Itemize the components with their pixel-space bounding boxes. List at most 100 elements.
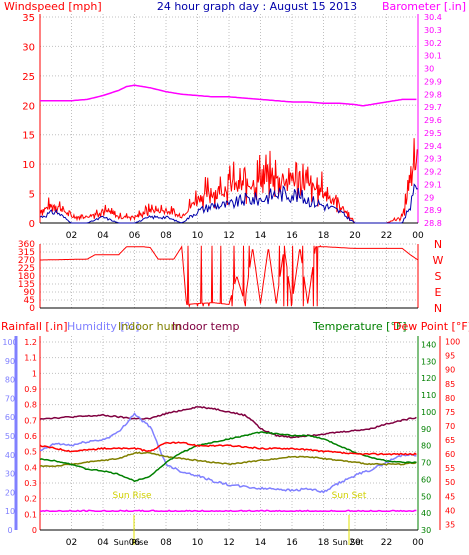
windspeed-tick-label: 25 [22,72,35,83]
x-tick-label: 20 [349,538,361,548]
x-tick-label: 12 [223,231,234,241]
x-tick-label: 06 [129,231,141,241]
barometer-tick-label: 29.2 [424,168,442,177]
temperature-tick-label: 80 [421,442,431,451]
temperature-panel-legend: Rainfall [.in] Humidity [%] Indoor hum I… [1,320,469,333]
x-tick-label: 10 [192,538,204,548]
temperature-tick-label: 140 [421,340,436,349]
windspeed-tick-label: 0 [29,219,35,230]
windspeed-tick-label: 15 [22,131,35,142]
barometer-axis-title: Barometer [.in] [382,0,466,13]
barometer-tick-label: 29.6 [424,116,442,125]
barometer-tick-label: 29.3 [424,155,442,164]
humidity-axis-ticks: 0 10 20 30 40 50 60 70 80 90 100 [2,338,17,535]
direction-tick-label: 135 [18,280,35,290]
compass-label: S [435,270,442,283]
barometer-tick-label: 30.2 [424,39,442,48]
dewpoint-axis-ticks: 35 40 45 50 55 60 65 70 75 80 85 90 95 100 [445,338,460,530]
x-tick-label: 20 [349,231,361,241]
humidity-line [39,412,417,494]
direction-panel-series [40,244,419,308]
direction-tick-label: 270 [18,256,35,266]
windspeed-tick-label: 35 [22,13,35,24]
x-tick-label: 22 [381,538,392,548]
sunrise-label: Sun Rise [113,491,152,501]
temperature-tick-label: 40 [421,509,431,518]
dewpoint-tick-label: 60 [445,450,455,459]
rain-tick-label: 0.7 [24,416,37,425]
wind-panel-series [39,84,419,224]
rain-tick-label: 0.4 [24,463,37,472]
direction-tick-label: 180 [18,272,35,282]
direction-tick-label: 225 [18,264,35,274]
dewpoint-tick-label: 50 [445,478,455,487]
barometer-tick-label: 29.1 [424,180,442,189]
wind-direction-line [40,244,419,308]
temperature-tick-label: 90 [421,425,431,434]
x-tick-label: 06 [129,538,141,548]
rain-tick-label: 0.6 [24,432,37,441]
temperature-tick-label: 50 [421,492,431,501]
chart-title: 24 hour graph day : August 15 2013 [157,0,357,13]
dewpoint-tick-label: 55 [445,464,455,473]
dewpoint-tick-label: 45 [445,492,455,501]
temperature-panel-x-ticks: 02 04 06 08 10 12 14 16 18 20 22 00 [66,538,424,548]
humidity-tick-label: 90 [5,357,15,366]
barometer-tick-label: 28.8 [424,219,442,228]
compass-label: E [435,286,442,299]
dewpoint-tick-label: 90 [445,366,455,375]
dewpoint-tick-label: 35 [445,520,455,529]
windspeed-tick-label: 10 [22,160,35,171]
rain-tick-label: 0.2 [24,495,37,504]
windspeed-tick-label: 5 [29,190,35,201]
legend-rainfall: Rainfall [.in] [1,320,68,333]
humidity-tick-label: 80 [5,376,15,385]
x-tick-label: 10 [192,231,204,241]
humidity-tick-label: 30 [5,470,15,479]
temperature-panel-series [39,406,417,513]
dew-point-line [39,441,417,456]
wind-panel-x-ticks: 02 04 06 08 10 12 14 16 18 20 22 00 [66,231,424,241]
temperature-tick-label: 70 [421,459,431,468]
temperature-tick-label: 30 [421,526,431,535]
wind-panel-left-ticks: 0 5 10 15 20 25 30 35 [22,13,35,230]
temperature-line [39,431,417,483]
barometer-tick-label: 28.9 [424,206,442,215]
windspeed-axis-title: Windspeed [mph] [4,0,102,13]
barometer-tick-label: 30.3 [424,26,442,35]
humidity-tick-label: 100 [2,338,17,347]
rain-tick-label: 1 [32,369,37,378]
x-tick-label: 02 [66,231,77,241]
humidity-tick-label: 40 [5,451,15,460]
temperature-tick-label: 110 [421,391,436,400]
dewpoint-tick-label: 70 [445,422,455,431]
windspeed-tick-label: 30 [22,42,35,53]
rain-tick-label: 0.9 [24,385,37,394]
barometer-tick-label: 29.7 [424,103,442,112]
direction-tick-label: 360 [18,240,35,250]
legend-temperature: Temperature [°F] [312,320,407,333]
rain-line-line [39,509,417,513]
rain-tick-label: 0.5 [24,448,37,457]
x-tick-label: 02 [66,538,77,548]
dewpoint-tick-label: 65 [445,436,455,445]
barometer-tick-label: 29.4 [424,142,442,151]
dewpoint-tick-label: 95 [445,352,455,361]
temperature-axis-ticks: 30 40 50 60 70 80 90 100 110 120 130 140 [421,340,436,535]
humidity-tick-label: 0 [7,526,12,535]
x-tick-label: 00 [412,231,424,241]
legend-dew-point: Dew Point [°F] [393,320,469,333]
humidity-tick-label: 70 [5,394,15,403]
rain-tick-label: 0.3 [24,479,37,488]
x-tick-label: 08 [160,538,172,548]
legend-indoor-temp: Indoor temp [172,320,239,333]
rain-axis-ticks: 0 0.1 0.2 0.3 0.4 0.5 0.6 0.7 0.8 0.9 1 1.1 1.2 [24,338,37,535]
indoor-hum-line [39,451,417,468]
dewpoint-tick-label: 40 [445,506,455,515]
dewpoint-tick-label: 85 [445,380,455,389]
rain-tick-label: 0.8 [24,401,37,410]
temperature-tick-label: 130 [421,357,436,366]
